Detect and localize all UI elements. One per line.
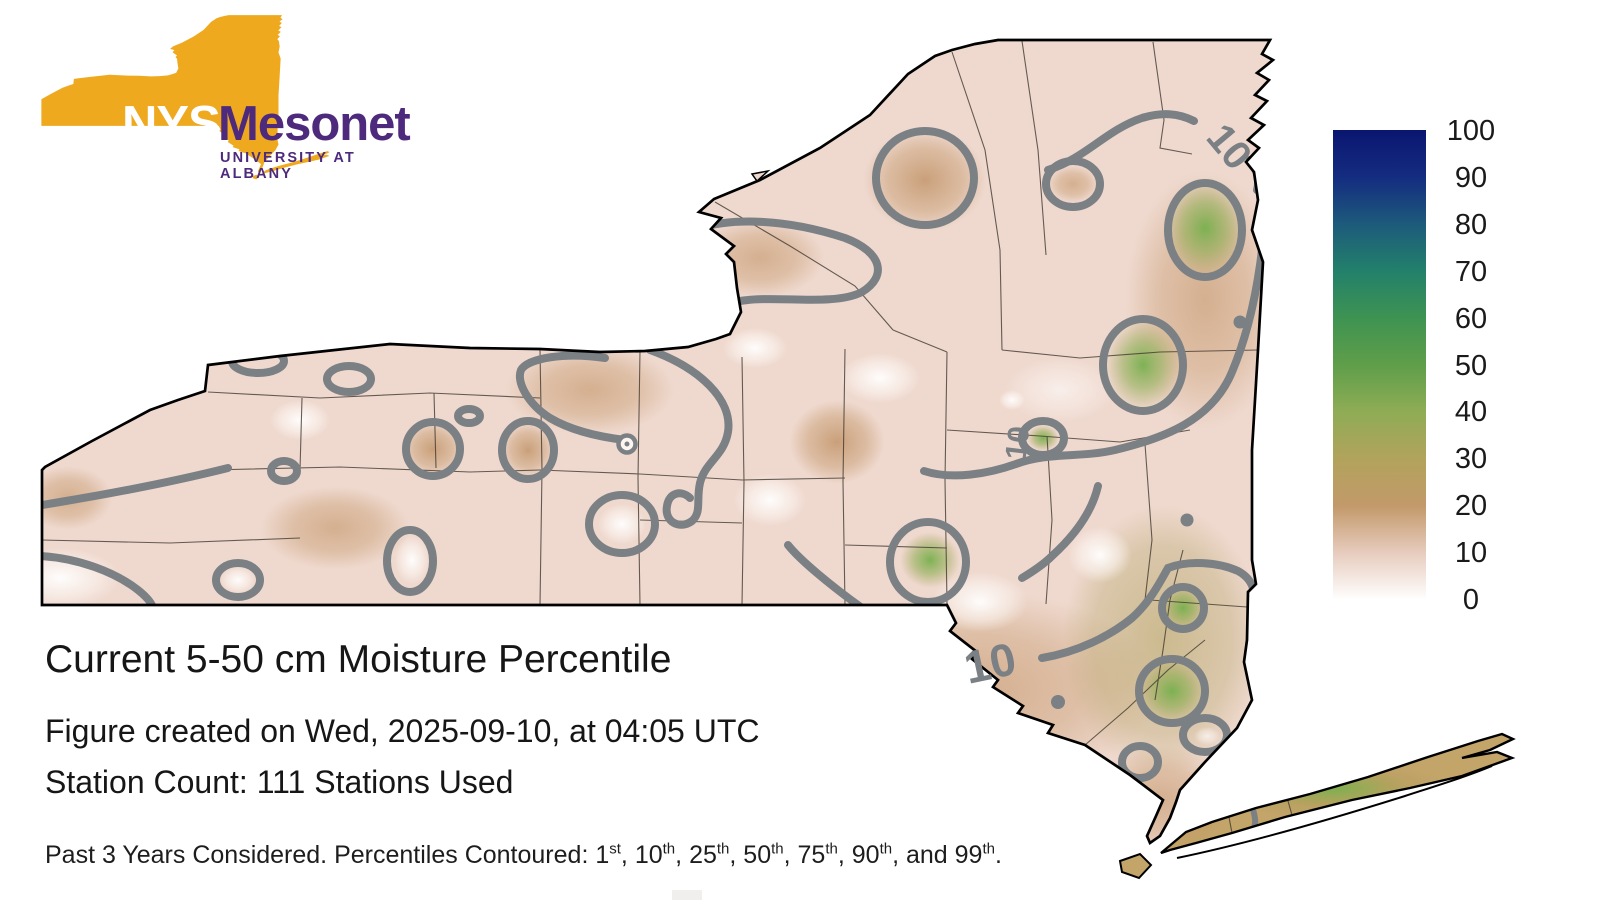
colorbar-tick-label: 20 [1454,490,1488,523]
percentile-value: 99th [954,840,995,869]
percentile-value: 25th [689,840,730,869]
percentiles-footnote: Past 3 Years Considered. Percentiles Con… [45,840,1002,869]
colorbar-tick-label: 10 [1454,537,1488,570]
colorbar-tick-label: 90 [1454,161,1488,194]
colorbar-tick-label: 50 [1454,349,1488,382]
colorbar-tick-label: 100 [1446,115,1496,147]
logo-mesonet-text: Mesonet [218,97,411,151]
percentile-value: 1st [595,840,621,869]
figure-title: Current 5-50 cm Moisture Percentile [45,638,672,681]
colorbar-tick-label: 70 [1454,255,1488,288]
colorbar [1333,130,1426,600]
colorbar-tick-label: 40 [1454,396,1488,429]
contour-label: 10 [1000,424,1037,461]
colorbar-tick-label: 0 [1462,584,1480,616]
percentile-value: 75th [797,840,838,869]
colorbar-tick-label: 60 [1454,302,1488,335]
station-count-line: Station Count: 111 Stations Used [45,764,514,800]
state-outline [40,38,1515,879]
cropped-bottom-artifact [672,890,702,900]
colorbar-tick-label: 80 [1454,208,1488,241]
barrier-island-line [1176,765,1493,859]
percentile-value: 10th [634,840,676,869]
nys-mesonet-logo: NYS Mesonet UNIVERSITY AT ALBANY [40,8,411,208]
small-island [750,169,771,183]
colorbar-tick-label: 30 [1454,443,1488,476]
logo-nys-text: NYS [122,97,221,151]
logo-university-text: UNIVERSITY AT ALBANY [220,150,356,182]
percentile-value: 50th [743,840,784,869]
percentile-value: 90th [851,840,893,869]
figure-created-line: Figure created on Wed, 2025-09-10, at 04… [45,713,760,749]
contour-label: 10 [960,632,1021,694]
